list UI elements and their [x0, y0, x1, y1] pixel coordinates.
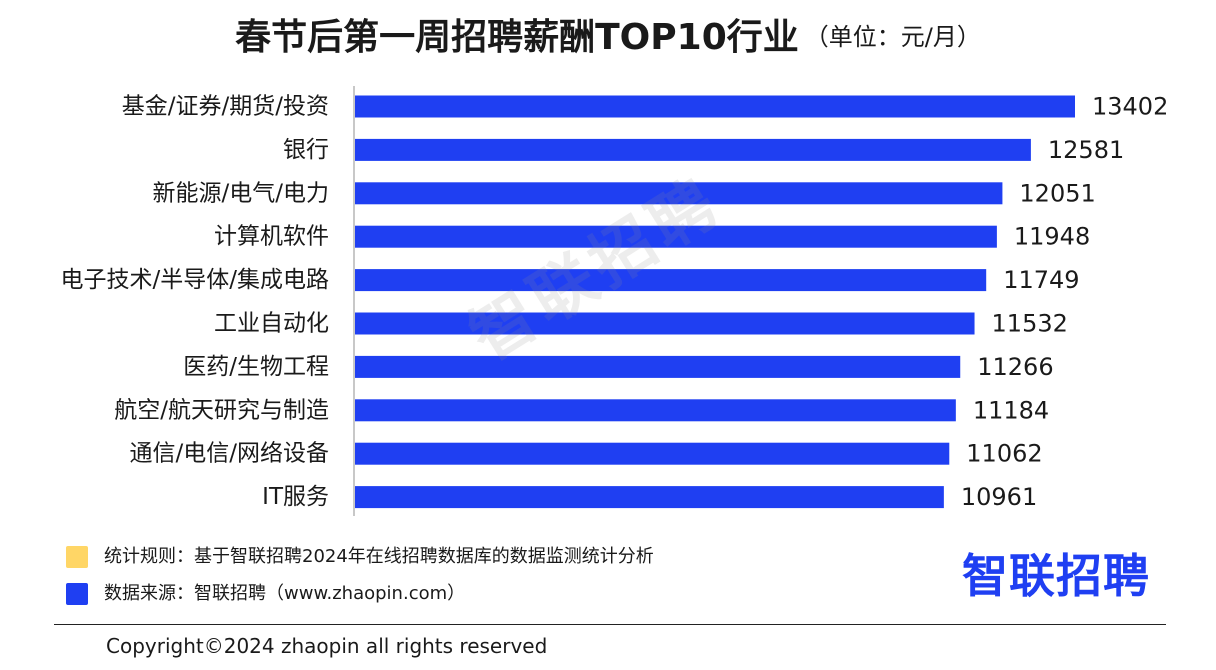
copyright-text: Copyright©2024 zhaopin all rights reserv… — [106, 634, 548, 658]
category-label: 计算机软件 — [214, 224, 329, 250]
bar — [355, 95, 1075, 118]
value-label: 11266 — [977, 353, 1053, 381]
bar — [355, 355, 961, 378]
value-label: 11532 — [992, 310, 1068, 338]
bar — [355, 269, 987, 292]
category-label: 电子技术/半导体/集成电路 — [61, 267, 330, 293]
value-label: 11749 — [1003, 266, 1079, 294]
value-label: 10961 — [961, 483, 1037, 511]
legend-source: 数据来源：智联招聘（www.zhaopin.com） — [66, 581, 465, 607]
zhaopin-logo: 智联招聘 — [962, 549, 1150, 603]
value-label: 11062 — [966, 440, 1042, 468]
value-label: 12051 — [1019, 179, 1095, 207]
value-label: 11184 — [973, 396, 1049, 424]
bar — [355, 225, 997, 248]
category-label: IT服务 — [262, 484, 329, 510]
bar — [355, 442, 950, 465]
unit-label: （单位：元/月） — [804, 22, 981, 51]
source-label: 数据来源：智联招聘（www.zhaopin.com） — [104, 583, 466, 604]
category-label: 航空/航天研究与制造 — [114, 397, 329, 423]
footer-divider — [54, 624, 1166, 625]
category-label: 医药/生物工程 — [183, 354, 329, 380]
chart-title: 春节后第一周招聘薪酬TOP10行业 — [235, 17, 799, 58]
value-label: 12581 — [1048, 136, 1124, 164]
bar — [355, 182, 1003, 205]
source-swatch — [66, 583, 88, 605]
legend-rule: 统计规则：基于智联招聘2024年在线招聘数据库的数据监测统计分析 — [66, 544, 654, 570]
rule-label: 统计规则：基于智联招聘2024年在线招聘数据库的数据监测统计分析 — [104, 546, 654, 567]
bar — [355, 486, 944, 509]
bar — [355, 138, 1031, 161]
value-label: 13402 — [1092, 93, 1168, 121]
category-label: 工业自动化 — [214, 311, 329, 337]
category-label: 银行 — [283, 137, 329, 163]
bar — [355, 399, 956, 422]
chart-header: 春节后第一周招聘薪酬TOP10行业 （单位：元/月） — [0, 8, 1216, 60]
category-label: 新能源/电气/电力 — [153, 180, 330, 206]
rule-swatch — [66, 546, 88, 568]
bar — [355, 312, 975, 335]
category-label: 通信/电信/网络设备 — [130, 441, 330, 467]
value-label: 11948 — [1014, 223, 1090, 251]
category-label: 基金/证券/期货/投资 — [122, 94, 329, 120]
